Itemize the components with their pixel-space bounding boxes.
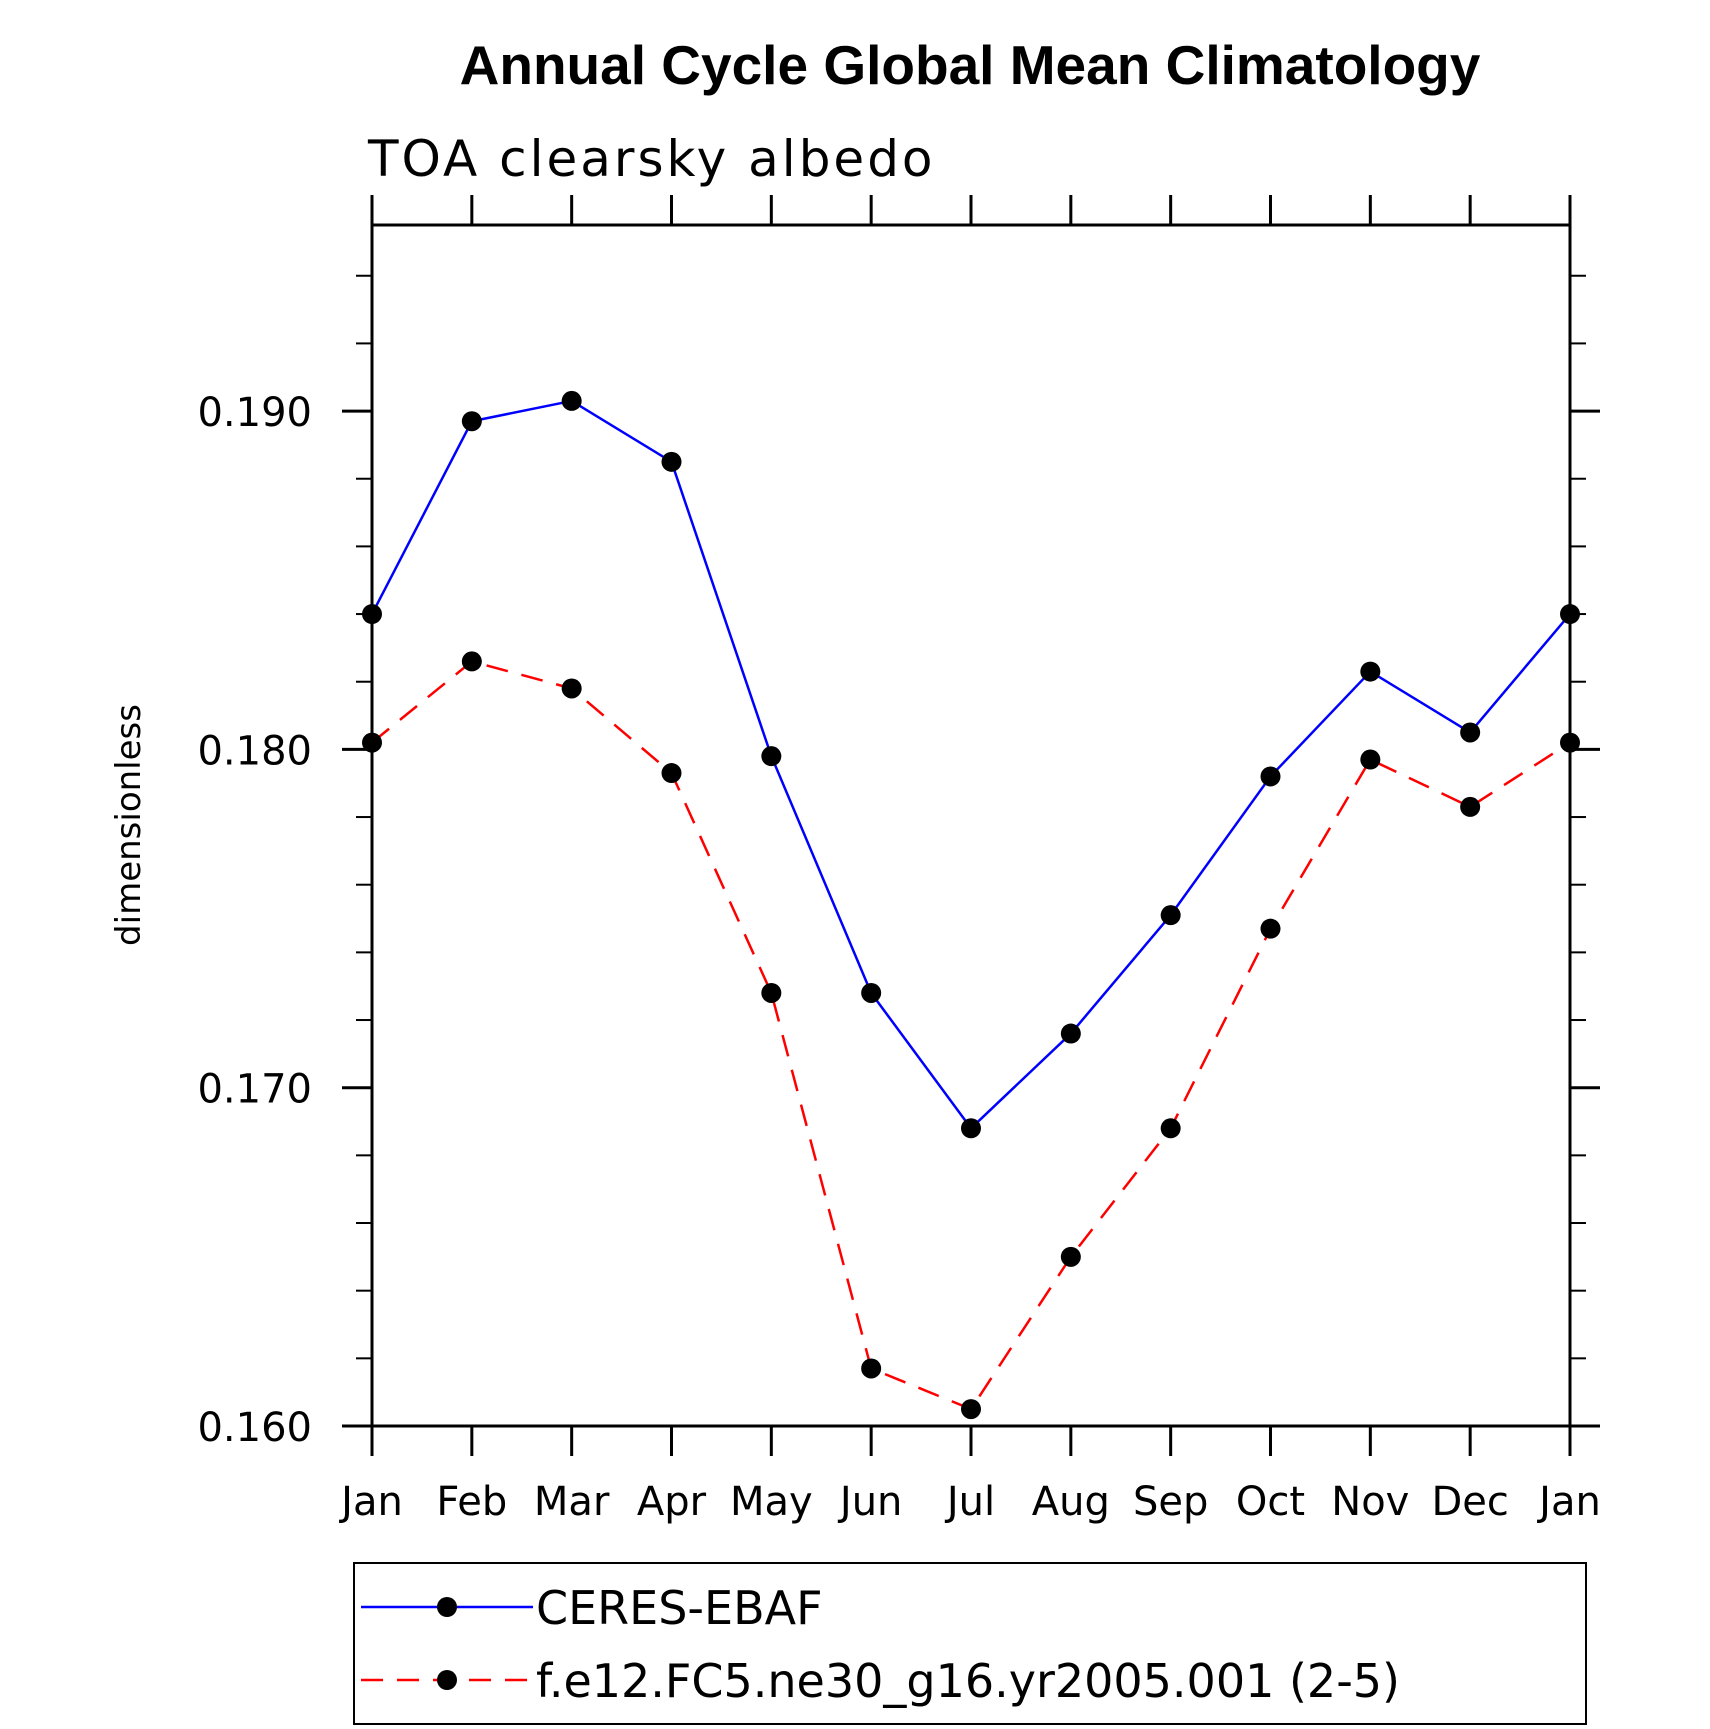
point-ceres-2 xyxy=(461,411,482,432)
series-line-ceres xyxy=(370,399,1571,1130)
y-tick-label: 0.190 xyxy=(197,390,312,436)
legend: CERES-EBAF f.e12.FC5.ne30_g16.yr2005.001… xyxy=(353,1562,1587,1725)
chart-title: Annual Cycle Global Mean Climatology xyxy=(460,34,1481,96)
point-model-12 xyxy=(1460,796,1481,817)
point-ceres-10 xyxy=(1260,766,1281,787)
point-model-7 xyxy=(961,1399,981,1420)
x-tick-label: Jun xyxy=(837,1479,903,1525)
point-ceres-1 xyxy=(362,604,382,625)
legend-label-ceres: CERES-EBAF xyxy=(536,1581,823,1635)
point-model-6 xyxy=(861,1358,882,1379)
point-ceres-13 xyxy=(1560,604,1580,625)
legend-marker-ceres xyxy=(437,1597,457,1617)
point-model-2 xyxy=(461,651,482,672)
point-model-9 xyxy=(1160,1118,1181,1139)
point-ceres-6 xyxy=(861,982,882,1003)
point-ceres-9 xyxy=(1160,905,1181,926)
point-model-4 xyxy=(661,763,682,784)
point-model-13 xyxy=(1560,732,1580,753)
y-tick-label: 0.180 xyxy=(197,728,312,774)
x-tick-label: May xyxy=(730,1479,813,1525)
point-model-5 xyxy=(761,982,782,1003)
chart-subtitle: TOA clearsky albedo xyxy=(367,130,936,188)
x-tick-label: Feb xyxy=(436,1479,507,1525)
point-ceres-7 xyxy=(961,1118,981,1139)
x-tick-label: Oct xyxy=(1236,1479,1305,1525)
x-tick-label: Aug xyxy=(1032,1479,1110,1525)
x-tick-label: Jul xyxy=(944,1479,995,1525)
legend-box xyxy=(353,1562,1587,1725)
series-line-model xyxy=(371,660,1571,1411)
point-model-3 xyxy=(561,678,582,699)
y-axis-label: dimensionless xyxy=(109,704,149,946)
series-layer xyxy=(370,399,1571,1411)
ticks-layer: Jan Feb Mar Apr May Jun Jul Aug Sep Oct Nov Dec Jan 0… xyxy=(197,195,1601,1525)
point-ceres-3 xyxy=(561,390,582,411)
point-model-1 xyxy=(362,732,382,753)
point-ceres-12 xyxy=(1460,722,1481,743)
point-ceres-4 xyxy=(661,451,682,472)
point-ceres-8 xyxy=(1060,1023,1081,1044)
point-model-10 xyxy=(1260,918,1281,939)
x-tick-label: Apr xyxy=(637,1479,707,1525)
x-tick-label: Dec xyxy=(1431,1479,1508,1525)
x-tick-label: Jan xyxy=(338,1479,403,1525)
x-tick-label: Nov xyxy=(1331,1479,1409,1525)
point-ceres-11 xyxy=(1360,661,1381,682)
x-tick-label: Jan xyxy=(1536,1479,1601,1525)
legend-marker-model xyxy=(437,1670,457,1690)
x-tick-label: Mar xyxy=(534,1479,610,1525)
y-tick-label: 0.170 xyxy=(197,1067,312,1113)
legend-label-model: f.e12.FC5.ne30_g16.yr2005.001 (2-5) xyxy=(536,1654,1400,1708)
x-tick-label: Sep xyxy=(1133,1479,1208,1525)
point-model-8 xyxy=(1060,1246,1081,1267)
point-ceres-5 xyxy=(761,746,782,767)
markers-layer xyxy=(362,390,1580,1420)
y-tick-label: 0.160 xyxy=(197,1405,312,1451)
point-model-11 xyxy=(1360,749,1381,770)
